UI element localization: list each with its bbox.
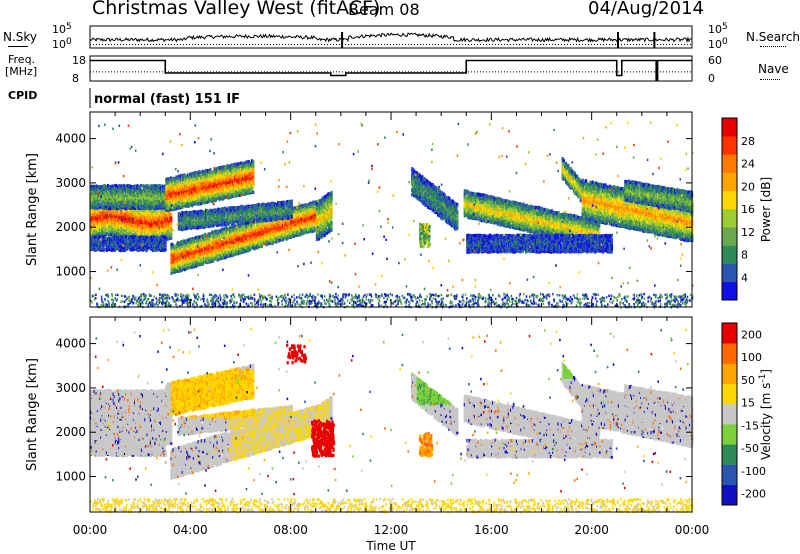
power-colorbar-tick-5: 24 <box>741 158 755 171</box>
power-ytick-label-1: 2000 <box>55 220 86 234</box>
power-colorbar-cell-7 <box>722 154 737 173</box>
noise-tick-right-bottom: 100 <box>708 37 728 51</box>
time-axis-tick-label-5: 20:00 <box>574 523 609 537</box>
velocity-colorbar-tick-5: -50 <box>741 442 759 455</box>
nsky-label: N.Sky <box>3 30 37 44</box>
freq-series-line <box>90 59 692 77</box>
velocity-colorbar-tick-2: 50 <box>741 374 755 387</box>
time-axis-tick-label-4: 16:00 <box>474 523 509 537</box>
time-axis-tick-label-1: 04:00 <box>173 523 208 537</box>
nsky-legend-line <box>8 46 28 47</box>
power-colorbar-cell-3 <box>722 227 737 246</box>
time-axis-tick-label-2: 08:00 <box>273 523 308 537</box>
velocity-colorbar-tick-6: -100 <box>741 465 766 478</box>
nsearch-label: N.Search <box>746 30 800 44</box>
velocity-colorbar-cell-2 <box>722 444 737 465</box>
velocity-colorbar-cell-4 <box>722 403 737 425</box>
power-ytick-label-0: 1000 <box>55 265 86 279</box>
power-colorbar-cell-4 <box>722 209 737 228</box>
noise-tick-left-bottom: 100 <box>52 37 72 51</box>
velocity-colorbar-tick-3: 15 <box>741 397 755 410</box>
velocity-colorbar-cell-5 <box>722 383 737 405</box>
noise-tick-right-top: 105 <box>708 22 728 36</box>
velocity-colorbar-label: Velocity [m s-1] <box>758 369 773 460</box>
nave-label: Nave <box>758 62 789 76</box>
header-title: Christmas Valley West (fitACF) <box>92 0 380 19</box>
power-colorbar-cell-6 <box>722 172 737 192</box>
noise-panel-frame <box>89 25 693 49</box>
velocity-colorbar-cell-8 <box>722 323 737 344</box>
header-date: 04/Aug/2014 <box>588 0 704 19</box>
velocity-colorbar-cell-6 <box>722 363 737 384</box>
time-axis-tick-label-0: 00:00 <box>73 523 108 537</box>
velocity-colorbar-cell-0 <box>722 484 737 506</box>
header-beam: Beam 08 <box>348 0 420 19</box>
velocity-colorbar-frame <box>721 322 738 506</box>
power-colorbar-tick-0: 4 <box>741 271 748 284</box>
time-axis-tick-label-3: 12:00 <box>374 523 409 537</box>
freq-label: Freq. <box>8 53 35 66</box>
cpid-label: CPID <box>8 89 37 102</box>
velocity-colorbar-tick-1: 100 <box>741 351 762 364</box>
velocity-ytick-label-3: 4000 <box>55 337 86 351</box>
velocity-colorbar-cell-3 <box>722 424 737 445</box>
power-colorbar-tick-1: 8 <box>741 249 748 262</box>
freq-unit-label: [MHz] <box>5 65 37 78</box>
power-colorbar-label: Power [dB] <box>759 177 773 242</box>
power-colorbar-cell-9 <box>722 118 737 137</box>
velocity-ylabel: Slant Range [km] <box>25 358 40 471</box>
power-colorbar-tick-3: 16 <box>741 203 755 216</box>
freq-tick-right-bottom: 0 <box>708 72 715 85</box>
freq-tick-left-top: 18 <box>72 54 86 67</box>
nave-legend-line <box>760 79 780 80</box>
velocity-colorbar-tick-4: -15 <box>741 419 759 432</box>
nsky-series-line <box>89 32 693 44</box>
freq-tick-left-bottom: 8 <box>72 72 79 85</box>
power-colorbar-frame <box>721 117 738 301</box>
velocity-colorbar-cell-7 <box>722 343 737 364</box>
power-data-cells <box>90 121 694 309</box>
velocity-colorbar-cell-1 <box>722 464 737 486</box>
time-axis-label: Time UT <box>365 539 416 553</box>
velocity-colorbar-tick-0: 200 <box>741 328 762 341</box>
power-colorbar-tick-2: 12 <box>741 226 755 239</box>
power-colorbar-cell-8 <box>722 136 737 155</box>
freq-panel-frame <box>89 55 693 82</box>
power-ytick-label-2: 3000 <box>55 176 86 190</box>
time-axis-tick-label-6: 00:00 <box>675 523 710 537</box>
velocity-data-cells <box>90 327 694 514</box>
power-colorbar-cell-1 <box>722 263 737 283</box>
power-colorbar-cell-2 <box>722 245 737 264</box>
cpid-text: normal (fast) 151 IF <box>94 92 240 107</box>
nsearch-legend-line <box>760 46 786 47</box>
velocity-ytick-label-2: 3000 <box>55 381 86 395</box>
power-ytick-label-3: 4000 <box>55 132 86 146</box>
freq-tick-right-top: 60 <box>708 54 722 67</box>
velocity-colorbar-tick-7: -200 <box>741 488 766 501</box>
power-colorbar-cell-0 <box>722 281 737 301</box>
velocity-ytick-label-1: 2000 <box>55 425 86 439</box>
velocity-ytick-label-0: 1000 <box>55 470 86 484</box>
power-colorbar-cell-5 <box>722 190 737 210</box>
noise-tick-left-top: 105 <box>52 22 72 36</box>
power-ylabel: Slant Range [km] <box>25 153 40 266</box>
power-colorbar-tick-6: 28 <box>741 135 755 148</box>
power-colorbar-tick-4: 20 <box>741 180 755 193</box>
